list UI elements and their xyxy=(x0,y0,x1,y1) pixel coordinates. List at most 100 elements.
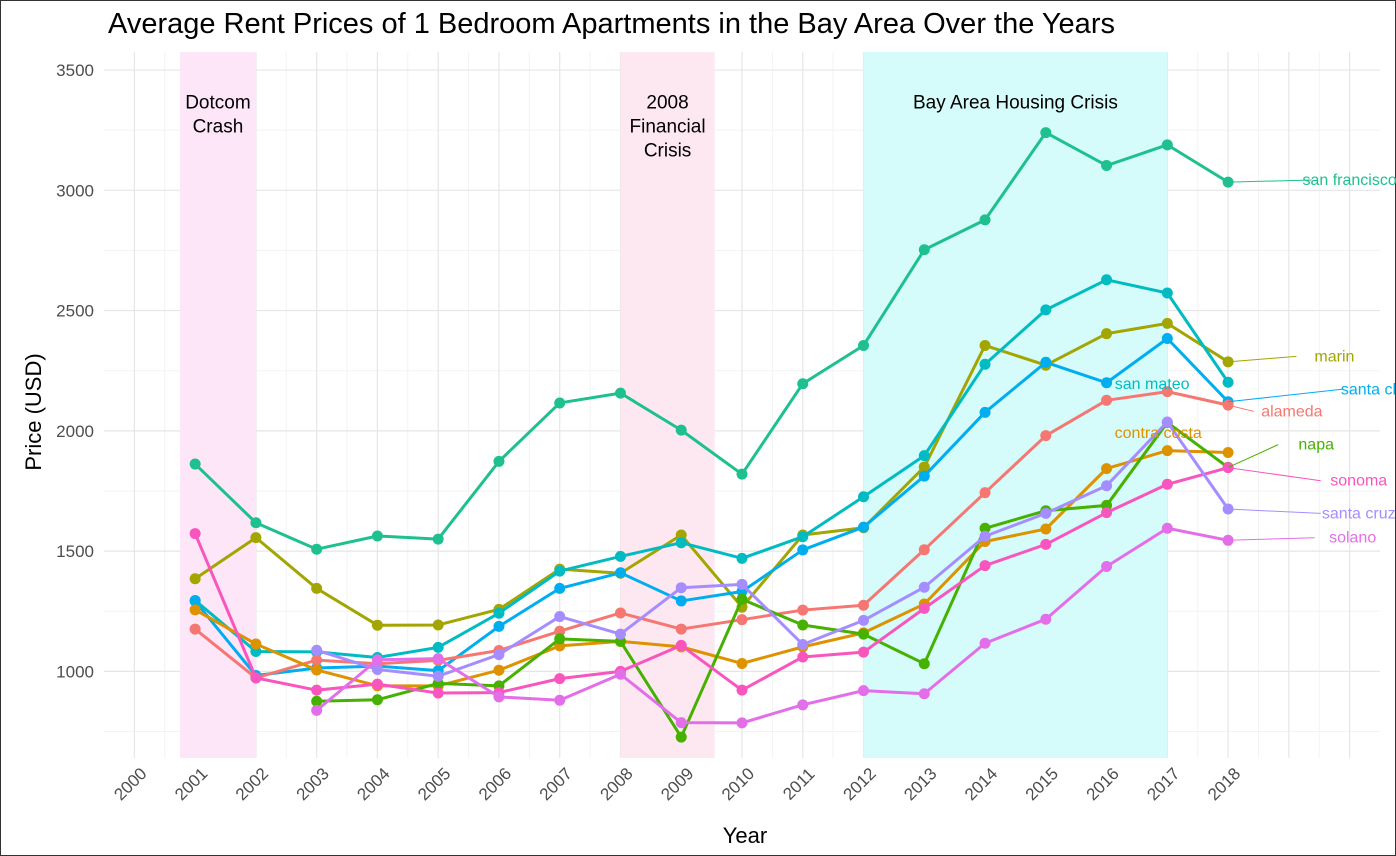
series-line xyxy=(316,420,1229,739)
data-point xyxy=(1101,463,1113,475)
event-band xyxy=(863,52,1168,758)
x-tick-label: 2011 xyxy=(779,764,818,803)
series-label: sonoma xyxy=(1330,473,1387,490)
data-point xyxy=(797,699,809,711)
x-tick-label: 2017 xyxy=(1143,764,1183,804)
data-point xyxy=(797,531,809,543)
data-point xyxy=(371,694,383,706)
series-line xyxy=(194,390,1229,680)
event-band xyxy=(620,52,715,758)
data-point xyxy=(1040,538,1052,550)
data-point xyxy=(554,625,566,637)
data-point xyxy=(918,581,930,593)
data-point xyxy=(858,614,870,626)
data-point xyxy=(1161,386,1173,398)
data-point xyxy=(736,717,748,729)
data-point xyxy=(918,658,930,670)
y-tick-label: 2500 xyxy=(56,302,94,321)
data-point xyxy=(979,637,991,649)
data-point xyxy=(736,593,748,605)
data-point xyxy=(736,578,748,590)
data-point xyxy=(614,668,626,680)
data-point xyxy=(1101,274,1113,286)
data-point xyxy=(1101,507,1113,519)
series-line xyxy=(193,466,1229,695)
data-point xyxy=(250,638,262,650)
data-point xyxy=(675,537,687,549)
x-tick-label: 2018 xyxy=(1204,764,1244,804)
data-point xyxy=(1101,480,1113,492)
x-tick-label: 2001 xyxy=(171,764,211,804)
data-point xyxy=(1040,613,1052,625)
series-lines xyxy=(189,127,1234,743)
data-point xyxy=(614,567,626,579)
event-bands xyxy=(179,52,1168,758)
x-tick-label: 2004 xyxy=(353,764,393,804)
data-point xyxy=(432,641,444,653)
data-point xyxy=(675,639,687,651)
label-leader-line xyxy=(1228,179,1312,183)
data-point xyxy=(189,604,201,616)
data-point xyxy=(797,378,809,390)
data-point xyxy=(554,673,566,685)
data-point xyxy=(311,582,323,594)
data-point xyxy=(858,628,870,640)
data-point xyxy=(1161,416,1173,428)
data-point xyxy=(1101,377,1113,389)
data-point xyxy=(432,687,444,699)
data-point xyxy=(797,651,809,663)
data-point xyxy=(1222,447,1234,459)
data-point xyxy=(858,491,870,503)
data-point xyxy=(493,664,505,676)
series-label: alameda xyxy=(1261,403,1322,420)
data-point xyxy=(979,339,991,351)
series-label: san mateo xyxy=(1115,376,1190,393)
data-point xyxy=(858,339,870,351)
data-point xyxy=(493,607,505,619)
data-point xyxy=(311,654,323,666)
data-point xyxy=(250,517,262,529)
data-point xyxy=(1161,522,1173,534)
data-point xyxy=(311,695,323,707)
series-label: napa xyxy=(1298,437,1334,454)
label-leader-line xyxy=(1228,388,1343,403)
series-line xyxy=(194,278,1230,659)
data-point xyxy=(189,528,201,540)
data-point xyxy=(979,214,991,226)
data-point xyxy=(371,654,383,666)
x-tick-label: 2013 xyxy=(900,764,940,804)
series-line xyxy=(194,321,1229,627)
data-point xyxy=(736,657,748,669)
data-point xyxy=(918,688,930,700)
data-point xyxy=(371,619,383,631)
data-point xyxy=(614,550,626,562)
data-point xyxy=(311,664,323,676)
data-point xyxy=(918,602,930,614)
x-tick-label: 2010 xyxy=(718,764,758,804)
data-point xyxy=(797,544,809,556)
data-point xyxy=(371,530,383,542)
series-label: marin xyxy=(1314,348,1354,365)
data-point xyxy=(1222,376,1234,388)
data-point xyxy=(371,678,383,690)
data-point xyxy=(918,450,930,462)
data-point xyxy=(736,468,748,480)
data-point xyxy=(918,544,930,556)
x-tick-label: 2002 xyxy=(232,764,272,804)
event-band-label: Bay Area Housing Crisis xyxy=(913,93,1118,114)
data-point xyxy=(736,684,748,696)
data-point xyxy=(311,543,323,555)
data-point xyxy=(1161,139,1173,151)
data-point xyxy=(554,397,566,409)
series-label: santa clara xyxy=(1341,381,1396,398)
data-point xyxy=(675,529,687,541)
data-point xyxy=(614,607,626,619)
data-point xyxy=(1101,160,1113,172)
x-tick-label: 2000 xyxy=(110,764,150,804)
data-point xyxy=(675,731,687,743)
data-point xyxy=(432,619,444,631)
data-point xyxy=(979,560,991,572)
data-point xyxy=(250,672,262,684)
data-point xyxy=(189,458,201,470)
data-point xyxy=(736,614,748,626)
